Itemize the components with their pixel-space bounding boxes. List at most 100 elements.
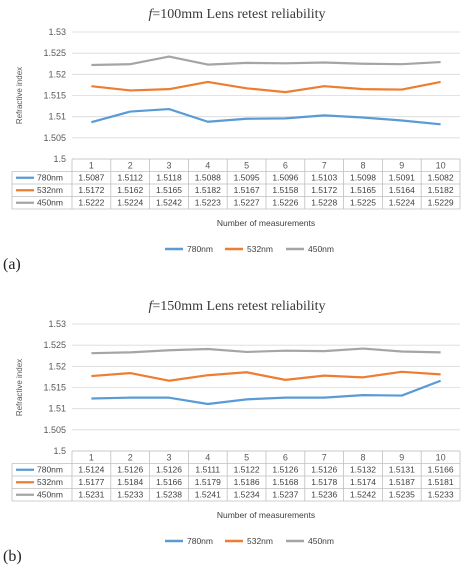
chart-b-legend-label: 780nm — [187, 536, 213, 546]
chart-a-legend-label: 450nm — [308, 244, 334, 254]
chart-b-x-tick-label: 7 — [322, 453, 327, 463]
chart-a-x-tick-label: 4 — [205, 161, 210, 171]
chart-b-data-label: 1.5241 — [195, 490, 221, 500]
chart-b-title: f=150mm Lens retest reliability — [148, 299, 325, 314]
chart-b-data-label: 1.5166 — [156, 477, 182, 487]
chart-a-data-label: 1.5112 — [118, 173, 144, 183]
chart-b-series-line-450nm — [91, 347, 441, 355]
chart-b-y-tick-label: 1.51 — [48, 404, 66, 414]
chart-b-data-label: 1.5236 — [311, 490, 337, 500]
chart-a-data-label: 1.5227 — [234, 198, 260, 208]
chart-b-data-label: 1.5234 — [234, 490, 260, 500]
chart-a-data-label: 1.5229 — [428, 198, 454, 208]
chart-b-data-label: 1.5126 — [272, 465, 298, 475]
chart-a-y-tick-label: 1.52 — [48, 69, 66, 79]
chart-b-y-tick-label: 1.525 — [43, 340, 66, 350]
chart-b-data-label: 1.5242 — [350, 490, 376, 500]
chart-b-svg: f=150mm Lens retest reliability 1.5 1.505 1… — [3, 299, 461, 565]
chart-a-data-label: 1.5224 — [389, 198, 415, 208]
chart-b-data-label: 1.5231 — [78, 490, 104, 500]
chart-a-y-tick-label: 1.5 — [53, 154, 66, 164]
chart-b-y-tick-label: 1.5 — [53, 446, 66, 456]
chart-a-data-label: 1.5182 — [428, 185, 454, 195]
chart-a-data-label: 1.5165 — [156, 185, 182, 195]
chart-b-series-line-532nm — [91, 370, 441, 382]
chart-a-x-tick-label: 1 — [89, 161, 94, 171]
chart-a-data-label: 1.5226 — [272, 198, 298, 208]
chart-b-table-series-name: 532nm — [37, 477, 63, 487]
chart-b-y-tick-label: 1.505 — [43, 425, 66, 435]
chart-a-series-line-532nm — [91, 80, 441, 94]
chart-a-data-label: 1.5182 — [195, 185, 221, 195]
chart-b-data-label: 1.5235 — [389, 490, 415, 500]
chart-a-x-tick-label: 2 — [128, 161, 133, 171]
chart-a-series-line-450nm — [91, 55, 441, 67]
chart-a-data-label: 1.5172 — [311, 185, 337, 195]
chart-b-data-label: 1.5126 — [117, 465, 143, 475]
chart-a-table-series-name: 532nm — [37, 185, 63, 195]
chart-a-data-label: 1.5162 — [117, 185, 143, 195]
chart-a-table-series-name: 780nm — [37, 173, 63, 183]
chart-a-y-tick-label: 1.53 — [48, 27, 66, 37]
chart-a-data-label: 1.5091 — [389, 173, 415, 183]
chart-b-data-label: 1.5187 — [389, 477, 415, 487]
chart-a-svg: f=100mm Lens retest reliability 1.5 1.505 1… — [3, 7, 461, 273]
chart-b-data-label: 1.5126 — [156, 465, 182, 475]
chart-b-x-tick-label: 4 — [205, 453, 210, 463]
chart-a-data-label: 1.5082 — [428, 173, 454, 183]
chart-a-data-label: 1.5222 — [78, 198, 104, 208]
chart-a-data-label: 1.5165 — [350, 185, 376, 195]
chart-b-table-series-name: 450nm — [37, 490, 63, 500]
chart-b-data-label: 1.5111 — [195, 465, 220, 475]
chart-a-y-tick-label: 1.505 — [43, 133, 66, 143]
chart-b-data-label: 1.5166 — [428, 465, 454, 475]
chart-b-data-label: 1.5122 — [234, 465, 260, 475]
chart-b-data-label: 1.5132 — [350, 465, 376, 475]
chart-b-x-tick-label: 5 — [244, 453, 249, 463]
chart-a-x-tick-label: 5 — [244, 161, 249, 171]
chart-panel-b: f=150mm Lens retest reliability 1.5 1.505 1… — [0, 292, 474, 585]
chart-b-legend-label: 450nm — [308, 536, 334, 546]
chart-a-data-label: 1.5096 — [272, 173, 298, 183]
chart-b-data-label: 1.5181 — [428, 477, 454, 487]
chart-a-table-series-name: 450nm — [37, 198, 63, 208]
chart-b-x-tick-label: 10 — [436, 453, 446, 463]
chart-a-data-label: 1.5242 — [156, 198, 182, 208]
chart-a-legend-label: 532nm — [247, 244, 273, 254]
chart-a-y-tick-label: 1.51 — [48, 112, 66, 122]
chart-b-table-series-name: 780nm — [37, 465, 63, 475]
chart-b-data-label: 1.5179 — [195, 477, 221, 487]
chart-a-x-tick-label: 10 — [436, 161, 446, 171]
chart-a-x-axis-label: Number of measurements — [217, 218, 315, 228]
chart-b-legend-label: 532nm — [247, 536, 273, 546]
chart-a-series-line-780nm — [91, 107, 441, 126]
chart-b-y-tick-label: 1.53 — [48, 319, 66, 329]
chart-b-x-tick-label: 1 — [89, 453, 94, 463]
chart-a-data-label: 1.5167 — [234, 185, 260, 195]
chart-a-panel-label: (a) — [3, 256, 21, 273]
chart-a-data-label: 1.5164 — [389, 185, 415, 195]
chart-a-y-tick-label: 1.515 — [43, 91, 66, 101]
chart-b-data-label: 1.5168 — [272, 477, 298, 487]
chart-a-y-tick-label: 1.525 — [43, 48, 66, 58]
chart-a-data-label: 1.5224 — [117, 198, 143, 208]
chart-b-data-label: 1.5174 — [350, 477, 376, 487]
chart-b-data-label: 1.5177 — [78, 477, 104, 487]
chart-a-legend-label: 780nm — [187, 244, 213, 254]
chart-b-data-label: 1.5184 — [117, 477, 143, 487]
chart-a-data-label: 1.5158 — [272, 185, 298, 195]
chart-panel-a: f=100mm Lens retest reliability 1.5 1.505 1… — [0, 0, 474, 290]
chart-a-data-label: 1.5087 — [78, 173, 104, 183]
chart-b-data-label: 1.5233 — [117, 490, 143, 500]
chart-a-data-label: 1.5095 — [234, 173, 260, 183]
chart-a-data-label: 1.5098 — [350, 173, 376, 183]
chart-b-panel-label: (b) — [3, 548, 22, 565]
chart-b-data-label: 1.5233 — [428, 490, 454, 500]
chart-a-title: f=100mm Lens retest reliability — [148, 7, 325, 22]
chart-b-y-tick-label: 1.515 — [43, 383, 66, 393]
chart-b-data-label: 1.5237 — [272, 490, 298, 500]
chart-a-x-tick-label: 9 — [399, 161, 404, 171]
chart-b-x-tick-label: 3 — [166, 453, 171, 463]
chart-a-x-tick-label: 6 — [283, 161, 288, 171]
chart-b-series-line-780nm — [91, 379, 441, 406]
